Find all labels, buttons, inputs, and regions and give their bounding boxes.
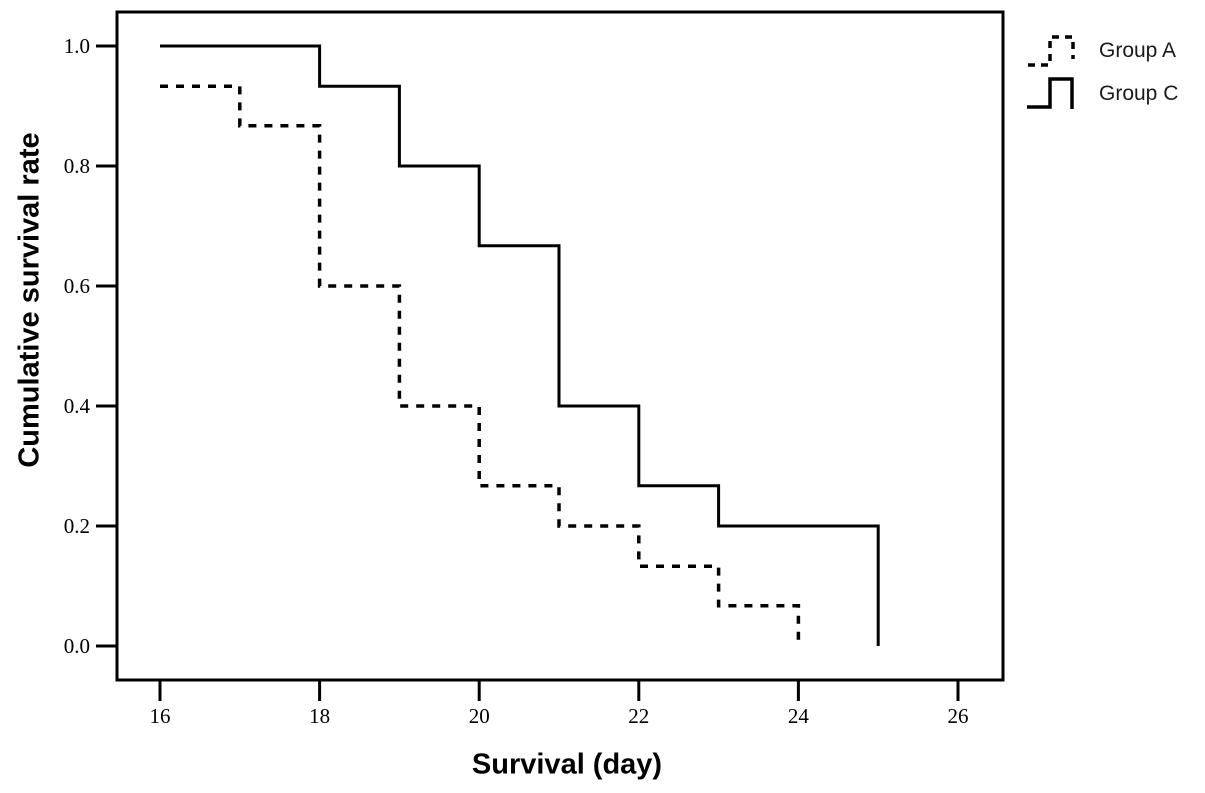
x-tick-label: 20 [469,704,490,728]
y-tick-label: 0.4 [64,394,91,418]
solid-step-line-icon [1027,77,1074,109]
legend-item-group-a: Group A [1025,32,1178,70]
y-tick-label: 0.6 [64,274,90,298]
series-group-c [160,44,880,646]
x-tick-label: 22 [628,704,649,728]
legend-item-group-c: Group C [1025,76,1178,112]
x-tick-label: 18 [309,704,330,728]
y-tick-label: 0.8 [64,154,90,178]
x-tick-label: 26 [948,704,969,728]
legend: Group A Group C [1025,32,1178,118]
legend-label-group-c: Group C [1099,82,1179,105]
y-tick-label: 1.0 [64,34,90,58]
x-tick-label: 16 [150,704,171,728]
dashed-step-line-icon [1028,35,1075,67]
y-tick-label: 0.2 [64,514,90,538]
x-axis-title: Survival (day) [471,748,663,781]
plot-frame [115,10,1005,682]
x-tick-label: 24 [788,704,810,728]
y-tick-label: 0.0 [64,634,90,658]
legend-label-group-a: Group A [1099,39,1177,62]
